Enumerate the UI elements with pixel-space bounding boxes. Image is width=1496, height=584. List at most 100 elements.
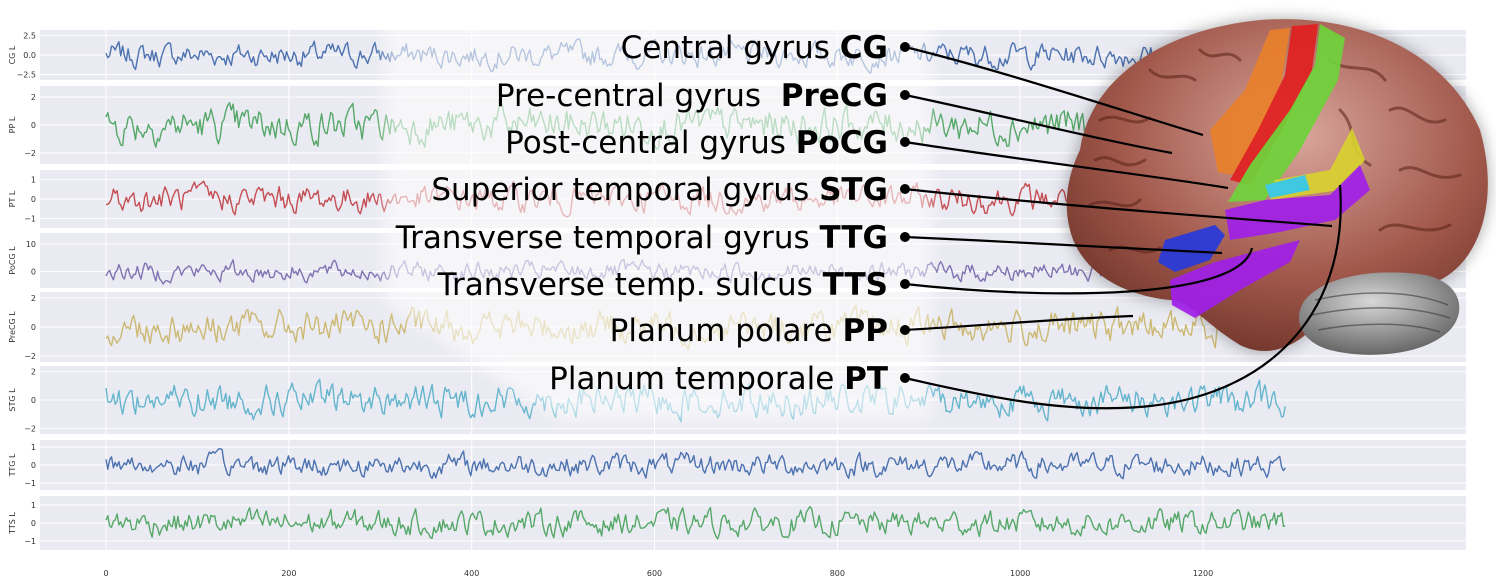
leader-pocg: [904, 140, 1229, 190]
x-tick-label: 200: [281, 569, 296, 578]
label-abbreviation: PP: [843, 313, 888, 349]
leader-ttg: [904, 235, 1223, 255]
label-full-name: Transverse temporal gyrus: [395, 220, 820, 256]
label-text: Planum polare PP: [610, 313, 888, 349]
label-pocg: Post-central gyrus PoCG: [505, 125, 910, 161]
y-tick-label: 2: [31, 294, 36, 303]
y-tick-label: −2: [24, 352, 36, 361]
series-line: [105, 505, 1286, 540]
label-full-name: Central gyrus: [621, 30, 840, 66]
x-axis: 0 200 400 600 800 1000 1200: [103, 569, 1213, 578]
region-precg: [1230, 24, 1318, 185]
label-abbreviation: CG: [840, 30, 888, 66]
label-full-name: Pre-central gyrus: [496, 78, 781, 114]
label-abbreviation: PoCG: [796, 125, 888, 161]
y-axis-label: TTS L: [8, 512, 17, 535]
leader-pp: [904, 314, 1134, 332]
label-tts: Transverse temp. sulcus TTS: [437, 267, 910, 303]
y-tick-label: 0: [31, 461, 36, 470]
label-abbreviation: PreCG: [781, 78, 888, 114]
y-tick-label: 1: [31, 501, 36, 510]
y-tick-label: −1: [24, 537, 36, 546]
label-dot: [900, 137, 910, 147]
label-abbreviation: TTS: [823, 267, 888, 303]
label-text: Superior temporal gyrus STG: [431, 172, 888, 208]
label-precg: Pre-central gyrus PreCG: [496, 78, 910, 114]
y-tick-label: 2.5: [23, 31, 36, 40]
y-axis-label: PP L: [8, 116, 17, 133]
y-tick-label: 2: [31, 93, 36, 102]
label-text: Post-central gyrus PoCG: [505, 125, 888, 161]
y-tick-label: 0: [31, 519, 36, 528]
y-tick-label: 0.0: [23, 51, 36, 60]
label-dot: [900, 42, 910, 52]
y-axis-label: PreCG L: [8, 311, 17, 343]
region-ttg: [1158, 225, 1225, 272]
label-stg: Superior temporal gyrus STG: [431, 172, 910, 208]
label-full-name: Planum polare: [610, 313, 843, 349]
y-axis-label: PT L: [8, 190, 17, 207]
label-dot: [900, 373, 910, 383]
y-tick-label: −2: [24, 424, 36, 433]
x-tick-label: 1000: [1010, 569, 1030, 578]
y-tick-label: −2: [24, 149, 36, 158]
y-tick-label: −1: [24, 479, 36, 488]
y-tick-label: 0: [31, 121, 36, 130]
label-text: Transverse temp. sulcus TTS: [437, 267, 888, 303]
cerebellum: [1298, 272, 1460, 355]
x-tick-label: 800: [830, 569, 845, 578]
y-tick-label: −1: [24, 214, 36, 223]
label-dot: [900, 90, 910, 100]
label-text: Transverse temporal gyrus TTG: [395, 220, 888, 256]
label-cg: Central gyrus CG: [621, 30, 910, 66]
y-tick-label: 2: [31, 368, 36, 377]
y-tick-label: 1: [31, 176, 36, 185]
label-backdrop: [385, 15, 930, 420]
series-line: [105, 447, 1286, 480]
brain-illustration: [1066, 19, 1488, 355]
region-pocg: [1228, 24, 1345, 202]
label-full-name: Superior temporal gyrus: [431, 172, 819, 208]
leader-stg: [904, 187, 1333, 228]
label-dot: [900, 279, 910, 289]
label-abbreviation: STG: [819, 172, 888, 208]
label-abbreviation: PT: [844, 361, 888, 397]
y-tick-label: 0: [31, 396, 36, 405]
label-full-name: Planum temporale: [549, 361, 844, 397]
y-axis-label: TTG L: [8, 453, 17, 477]
cerebellum-folia: [1311, 292, 1451, 333]
y-tick-label: 0: [31, 323, 36, 332]
panel-ttg-l: 1 0 −1 TTG L: [8, 440, 1466, 490]
y-tick-label: 1: [31, 443, 36, 452]
x-tick-label: 1200: [1193, 569, 1213, 578]
leader-cg: [904, 45, 1204, 137]
region-tts-inner: [1265, 175, 1310, 198]
region-pp: [1170, 240, 1300, 318]
leader-tts: [904, 247, 1254, 295]
y-axis-label: CG L: [8, 45, 17, 64]
label-dot: [900, 232, 910, 242]
label-dot: [900, 325, 910, 335]
x-tick-label: 0: [103, 569, 108, 578]
label-text: Central gyrus CG: [621, 30, 888, 66]
y-axis-label: PoCG L: [8, 246, 17, 275]
label-text: Planum temporale PT: [549, 361, 888, 397]
panel-tts-l: 1 0 −1 TTS L: [8, 496, 1466, 550]
y-tick-label: −2.5: [17, 71, 36, 80]
x-tick-label: 600: [647, 569, 662, 578]
label-pp: Planum polare PP: [610, 313, 910, 349]
y-tick-label: 10: [26, 240, 36, 249]
label-full-name: Post-central gyrus: [505, 125, 796, 161]
x-tick-label: 400: [464, 569, 479, 578]
label-ttg: Transverse temporal gyrus TTG: [395, 220, 910, 256]
y-tick-label: 0: [31, 195, 36, 204]
y-tick-label: 0: [31, 268, 36, 277]
y-axis-label: STG L: [8, 388, 17, 412]
region-cg: [1210, 28, 1290, 175]
leader-lines: [904, 45, 1342, 410]
label-abbreviation: TTG: [820, 220, 888, 256]
label-full-name: Transverse temp. sulcus: [437, 267, 823, 303]
leader-precg: [904, 93, 1173, 155]
